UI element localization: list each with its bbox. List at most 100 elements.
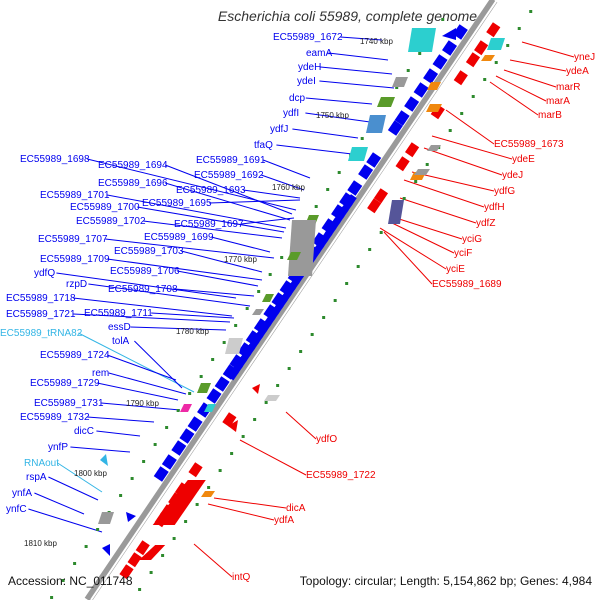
reverse-gene-arrow xyxy=(474,40,489,56)
forward-gene-arrow xyxy=(366,152,382,168)
cds-block xyxy=(392,77,408,87)
forward-gene-arrow xyxy=(126,512,136,522)
track-dot xyxy=(418,52,422,55)
track-dot xyxy=(257,290,261,293)
leader-line xyxy=(395,217,463,240)
track-dot xyxy=(188,392,192,395)
track-dot xyxy=(264,401,268,404)
leader-line xyxy=(207,503,275,521)
reverse-gene-block xyxy=(152,480,206,525)
kbp-tick-label: 1740 kbp xyxy=(360,37,393,46)
track-dot xyxy=(50,596,54,599)
leader-line xyxy=(134,340,183,389)
forward-gene-arrow xyxy=(387,120,403,136)
leader-line xyxy=(88,283,251,307)
track-dot xyxy=(460,112,464,115)
reverse-gene-arrow xyxy=(404,142,420,158)
track-dot xyxy=(195,503,199,506)
reverse-gene-arrow xyxy=(395,156,410,172)
gene-label-left: EC55989_1699 xyxy=(144,232,214,243)
cds-block xyxy=(197,383,211,393)
track-dot xyxy=(61,579,65,582)
gene-label-left: EC55989_1691 xyxy=(196,155,266,166)
track-dot xyxy=(161,554,165,557)
reverse-gene-arrow xyxy=(188,462,203,478)
gene-label-left: EC55989_1718 xyxy=(6,293,76,304)
gene-label-left: EC55989_1708 xyxy=(108,284,178,295)
track-dot xyxy=(234,324,238,327)
leader-line xyxy=(87,416,155,423)
forward-gene-arrow xyxy=(394,110,410,126)
forward-gene-arrow xyxy=(227,368,240,381)
gene-label-left: ydfJ xyxy=(270,124,288,135)
leader-line xyxy=(403,179,485,208)
gene-label-left: EC55989_1694 xyxy=(98,160,168,171)
leader-line xyxy=(137,206,285,233)
track-dot xyxy=(322,316,326,319)
leader-line xyxy=(48,476,99,501)
leader-line xyxy=(509,59,567,72)
leader-line xyxy=(213,497,287,509)
leader-line xyxy=(209,199,301,204)
gene-label-right: marR xyxy=(556,82,580,93)
leader-line xyxy=(108,372,187,395)
gene-labels: EC55989_1672 eamA ydeH ydeI dcp ydfI ydfJ tfaQ E… xyxy=(0,32,595,583)
leader-line xyxy=(193,543,233,578)
track-dot xyxy=(299,350,303,353)
gene-label-right: marA xyxy=(546,96,570,107)
gene-label-left: EC55989_1732 xyxy=(20,412,90,423)
forward-gene-arrow xyxy=(452,24,468,40)
track-dot xyxy=(207,486,211,489)
gene-label-right: yciG xyxy=(462,234,482,245)
gene-label-left: ydeH xyxy=(298,62,321,73)
reverse-gene-arrow xyxy=(373,188,389,204)
reverse-gene-arrow xyxy=(486,22,501,38)
leader-line xyxy=(181,250,263,273)
track-dot xyxy=(406,69,410,72)
gene-label-left: EC55989_1698 xyxy=(20,154,90,165)
forward-gene-arrow xyxy=(187,416,203,432)
footer: Accession: NC_011748 Topology: circular;… xyxy=(0,572,600,594)
forward-gene-arrow xyxy=(442,28,456,40)
forward-gene-arrow xyxy=(179,428,195,444)
track-dot xyxy=(245,307,249,310)
cds-block xyxy=(426,104,442,112)
track-dot xyxy=(333,299,337,302)
gene-label-left: EC55989_1707 xyxy=(38,234,108,245)
gene-label-left: EC55989_1729 xyxy=(30,378,100,389)
gene-label-left: dicC xyxy=(74,426,94,437)
cds-block xyxy=(414,169,430,175)
gene-label-right: ydeJ xyxy=(502,170,523,181)
kbp-tick-label: 1750 kbp xyxy=(316,111,349,120)
gene-label-left: EC55989_1693 xyxy=(176,185,246,196)
leader-line xyxy=(165,182,291,221)
leader-line xyxy=(107,258,263,281)
gene-label-right: yciF xyxy=(454,248,472,259)
leader-line xyxy=(489,81,539,116)
cds-block xyxy=(481,55,495,61)
accession-text: Accession: NC_011748 xyxy=(8,574,133,588)
track-dot xyxy=(268,273,272,276)
kbp-tick-label: 1780 kbp xyxy=(176,327,209,336)
kbp-tick-label: 1760 kbp xyxy=(272,183,305,192)
track-dot xyxy=(130,477,134,480)
gene-label-left: ynfA xyxy=(12,488,32,499)
forward-gene-arrow xyxy=(442,40,458,56)
gene-label-left: ydeI xyxy=(297,76,316,87)
leader-line xyxy=(130,326,227,331)
leader-line xyxy=(389,221,455,254)
gene-label-right: ydfG xyxy=(494,186,515,197)
leader-line xyxy=(56,272,237,299)
gene-label-left: EC55989_1709 xyxy=(40,254,110,265)
leader-line xyxy=(211,236,271,253)
leader-line xyxy=(383,231,433,285)
map-title: Escherichia coli 55989, complete genome xyxy=(217,8,478,24)
leader-line xyxy=(73,313,231,323)
leader-line xyxy=(165,164,293,215)
cds-block xyxy=(487,38,505,50)
cds-block xyxy=(180,404,192,412)
gene-label-right: EC55989_1722 xyxy=(306,470,376,481)
forward-gene-arrow xyxy=(206,388,222,404)
leader-line xyxy=(431,135,513,160)
